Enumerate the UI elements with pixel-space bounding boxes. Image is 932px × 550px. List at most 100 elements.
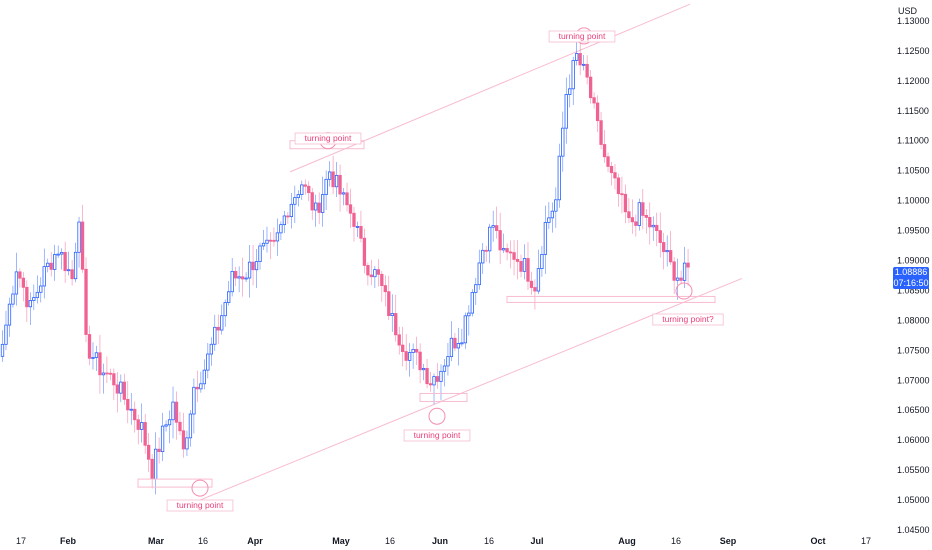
candle-body xyxy=(46,262,50,267)
candle-body xyxy=(362,237,367,266)
candle-body xyxy=(150,458,154,480)
candle-body xyxy=(307,185,311,194)
candle-body xyxy=(275,232,280,242)
candle-body xyxy=(181,430,186,450)
annotation-label: turning point xyxy=(414,430,461,440)
candle-body xyxy=(418,351,422,371)
candle-body xyxy=(474,284,478,293)
candle-body xyxy=(11,293,15,305)
lower-channel-line xyxy=(199,278,743,501)
annotation-label: turning point xyxy=(305,133,352,143)
candle-body xyxy=(477,262,481,286)
candle-body xyxy=(620,193,624,196)
candle-body xyxy=(49,262,53,270)
candle-body xyxy=(230,270,234,293)
candle-body xyxy=(70,269,74,280)
candle-countdown: 07:16:50 xyxy=(893,278,929,288)
candle-body xyxy=(529,280,534,288)
price-tick-label: 1.11500 xyxy=(897,106,929,116)
candle-body xyxy=(665,250,669,253)
candle-body xyxy=(119,381,123,394)
candle-body xyxy=(56,253,60,256)
price-tick-label: 1.09500 xyxy=(897,226,930,236)
candle-body xyxy=(129,408,133,411)
candle-body xyxy=(575,53,579,61)
price-tick-label: 1.05500 xyxy=(897,465,930,475)
annotation-label: turning point? xyxy=(662,314,714,324)
candle-body xyxy=(425,368,429,385)
candle-body xyxy=(293,197,297,205)
candle-body xyxy=(373,269,377,278)
candle-body xyxy=(321,194,325,213)
candle-body xyxy=(408,352,412,361)
annotation-box xyxy=(137,478,213,488)
candle-body xyxy=(345,192,349,206)
candle-body xyxy=(585,63,589,78)
candle-body xyxy=(401,344,405,353)
candle-body xyxy=(352,212,356,227)
candle-body xyxy=(254,261,259,271)
candle-body xyxy=(526,258,530,282)
time-tick-label: Jun xyxy=(432,536,448,546)
time-axis[interactable]: 17 Feb Mar 16 Apr May 16 Jun 16 Jul Aug 16 Sep Oct 17 xyxy=(16,536,871,546)
candle-body xyxy=(272,239,276,242)
candle-body xyxy=(327,171,332,180)
candle-body xyxy=(251,261,255,271)
candle-body xyxy=(279,224,283,234)
candle-body xyxy=(341,192,346,195)
candle-body xyxy=(568,88,572,95)
candle-body xyxy=(296,194,300,199)
time-tick-label: 17 xyxy=(861,536,871,546)
candle-body xyxy=(595,102,600,122)
candle-body xyxy=(376,269,380,275)
price-tick-label: 1.08500 xyxy=(897,285,930,295)
candle-body xyxy=(515,258,520,262)
candle-body xyxy=(655,224,659,232)
candle-body xyxy=(178,421,182,432)
candle-body xyxy=(355,226,360,228)
price-tick-label: 1.05000 xyxy=(897,495,930,505)
candle-body xyxy=(35,291,39,298)
time-tick-label: Jul xyxy=(530,536,543,546)
candle-body xyxy=(122,381,126,400)
currency-label: USD xyxy=(898,6,918,16)
candle-body xyxy=(126,398,130,411)
candle-body xyxy=(414,348,419,353)
time-tick-label: Apr xyxy=(247,536,263,546)
candle-body xyxy=(411,348,415,353)
candle-body xyxy=(550,210,554,219)
candle-body xyxy=(456,342,461,349)
candle-body xyxy=(4,324,8,345)
annotation-label-box xyxy=(548,30,616,43)
candle-body xyxy=(432,376,436,386)
candle-body xyxy=(338,174,342,195)
candle-body xyxy=(463,315,467,344)
candle-body xyxy=(268,239,273,242)
upper-channel-line xyxy=(289,3,691,173)
candle-body xyxy=(369,274,374,278)
candle-body xyxy=(289,203,293,217)
annotation-label-box xyxy=(294,132,362,145)
candle-body xyxy=(662,242,666,253)
price-axis[interactable]: 1.13000 1.12500 1.12000 1.11500 1.11000 1.105… xyxy=(897,16,930,535)
candle-body xyxy=(195,386,200,390)
candle-body xyxy=(540,254,544,270)
candle-body xyxy=(21,277,26,288)
candle-body xyxy=(470,292,474,314)
candle-body xyxy=(536,268,541,292)
candle-body xyxy=(571,60,575,90)
candle-body xyxy=(501,248,506,251)
candle-body xyxy=(98,352,102,376)
price-tick-label: 1.07000 xyxy=(897,375,930,385)
candle-body xyxy=(42,266,46,287)
candle-body xyxy=(644,215,648,218)
candle-body xyxy=(446,356,450,367)
candle-body xyxy=(73,251,78,280)
time-tick-label: 16 xyxy=(671,536,681,546)
candle-body xyxy=(380,273,384,286)
annotation-label-box xyxy=(652,313,724,326)
candle-body xyxy=(14,271,19,295)
candle-body xyxy=(512,252,516,260)
candle-body xyxy=(404,351,408,361)
